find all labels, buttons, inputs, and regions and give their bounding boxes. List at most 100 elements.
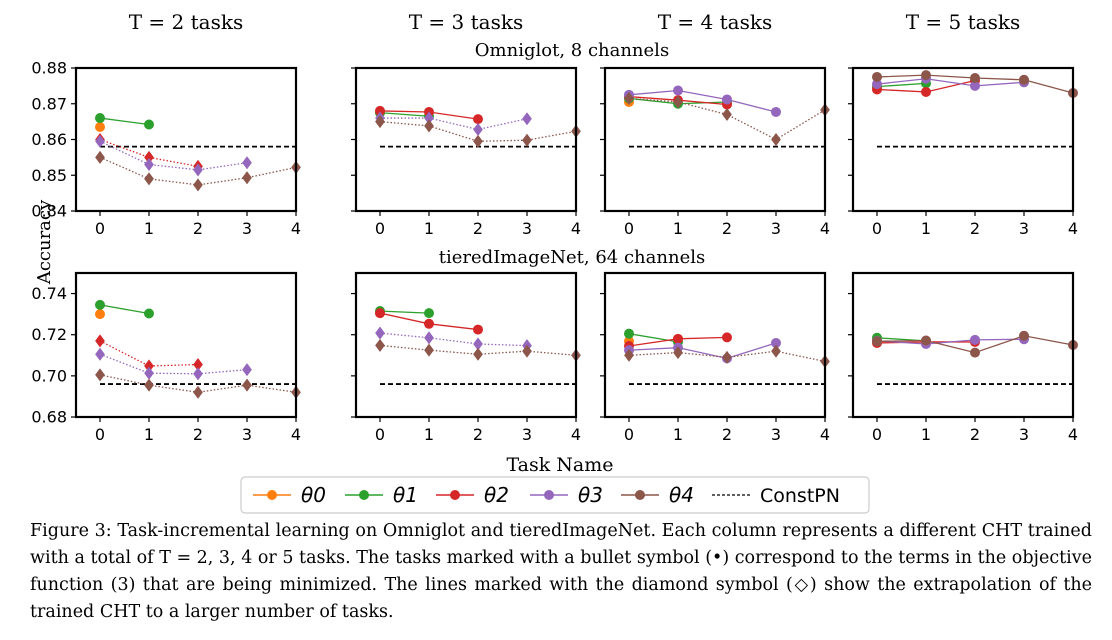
data-point-diamond	[473, 134, 483, 148]
series-line-trained	[876, 338, 1025, 345]
series-line-extrap	[99, 138, 199, 167]
x-tick-label: 1	[921, 219, 931, 238]
x-tick-label: 0	[624, 425, 634, 444]
x-tick-label: 4	[820, 425, 830, 444]
series-line-trained	[99, 304, 150, 315]
x-tick-label: 3	[522, 425, 532, 444]
legend-label-theta3: θ3	[578, 483, 603, 507]
data-point-circle	[722, 94, 732, 105]
x-tick-label: 3	[242, 425, 252, 444]
y-tick-label: 0.70	[31, 366, 67, 385]
column-title-5: T = 5 tasks	[906, 10, 1021, 34]
series-line-trained	[99, 117, 150, 126]
data-point-diamond	[624, 348, 634, 362]
data-point-diamond	[424, 343, 434, 357]
data-point-diamond	[95, 134, 105, 148]
x-tick-label: 3	[1019, 425, 1029, 444]
data-point-circle	[144, 119, 154, 130]
y-tick-label: 0.84	[31, 202, 67, 221]
series-line-extrap	[99, 353, 248, 375]
x-tick-label: 3	[1019, 219, 1029, 238]
data-point-circle	[771, 106, 781, 117]
data-point-diamond	[424, 331, 434, 345]
x-tick-label: 3	[771, 425, 781, 444]
legend-marker-theta1	[359, 490, 369, 500]
x-tick-label: 3	[242, 219, 252, 238]
x-tick-label: 2	[193, 425, 203, 444]
column-title-3: T = 3 tasks	[409, 10, 524, 34]
x-tick-label: 2	[722, 425, 732, 444]
data-point-diamond	[144, 172, 154, 186]
data-point-circle	[970, 347, 980, 358]
data-point-diamond	[673, 95, 683, 109]
data-point-circle	[473, 114, 483, 125]
x-tick-label: 0	[95, 219, 105, 238]
series-line-trained	[628, 89, 777, 113]
x-tick-label: 2	[193, 219, 203, 238]
data-point-diamond	[375, 115, 385, 129]
data-point-diamond	[95, 368, 105, 382]
y-tick-label: 0.85	[31, 166, 67, 185]
panel-5: 0 1 2 3 4 0.68 0.70 0.72 0.74	[31, 271, 301, 444]
data-point-circle	[95, 299, 105, 310]
x-tick-label: 0	[872, 425, 882, 444]
data-point-diamond	[144, 378, 154, 392]
x-tick-label: 1	[424, 425, 434, 444]
series-line-trained	[379, 310, 430, 314]
legend-label-theta0: θ0	[301, 483, 326, 507]
x-tick-label: 4	[291, 219, 301, 238]
data-point-circle	[970, 73, 980, 84]
y-axis-label: Accuracy	[34, 199, 55, 285]
y-tick-label: 0.72	[31, 325, 67, 344]
series-line-extrap	[379, 120, 577, 142]
data-point-circle	[95, 309, 105, 320]
data-point-diamond	[522, 133, 532, 147]
data-point-diamond	[771, 344, 781, 358]
x-tick-label: 0	[375, 425, 385, 444]
data-point-circle	[473, 324, 483, 335]
data-point-diamond	[95, 347, 105, 361]
x-tick-label: 2	[473, 219, 483, 238]
panel-frame	[851, 271, 1075, 419]
data-point-diamond	[722, 107, 732, 122]
x-tick-label: 1	[424, 219, 434, 238]
data-point-diamond	[473, 347, 483, 361]
x-tick-label: 2	[970, 219, 980, 238]
x-tick-label: 2	[970, 425, 980, 444]
x-tick-label: 3	[522, 219, 532, 238]
caption-label: Figure 3:	[30, 521, 112, 541]
column-title-4: T = 4 tasks	[658, 10, 773, 34]
data-point-circle	[921, 335, 931, 346]
data-point-diamond	[242, 156, 252, 170]
x-tick-label: 2	[473, 425, 483, 444]
data-point-diamond	[193, 385, 203, 399]
y-tick-label: 0.87	[31, 94, 67, 113]
x-tick-label: 4	[1068, 219, 1078, 238]
series-line-trained	[379, 112, 430, 117]
y-tick-label: 0.74	[31, 284, 67, 303]
data-point-diamond	[95, 334, 105, 348]
data-point-circle	[872, 79, 882, 90]
x-tick-label: 2	[722, 219, 732, 238]
data-point-diamond	[144, 157, 154, 172]
data-point-diamond	[193, 178, 203, 192]
data-point-diamond	[193, 367, 203, 381]
x-tick-label: 4	[820, 219, 830, 238]
data-point-circle	[95, 113, 105, 124]
data-point-circle	[673, 333, 683, 344]
series-line-extrap	[380, 117, 528, 131]
x-tick-label: 4	[571, 219, 581, 238]
figure: T = 2 tasks T = 3 tasks T = 4 tasks T = 5 t…	[31, 10, 1078, 514]
figure-caption: Figure 3: Task-incremental learning on O…	[30, 518, 1092, 626]
series-line-trained	[628, 333, 679, 343]
data-point-circle	[375, 308, 385, 319]
x-axis-label: Task Name	[506, 454, 613, 476]
panel-8: 0 1 2 3 4	[848, 271, 1078, 444]
data-point-circle	[424, 318, 434, 329]
x-tick-label: 0	[872, 219, 882, 238]
panel-2: 0 1 2 3 4	[351, 66, 581, 238]
data-point-diamond	[95, 150, 105, 164]
series-line-extrap	[99, 340, 199, 367]
data-point-diamond	[473, 122, 483, 137]
x-tick-label: 0	[95, 425, 105, 444]
